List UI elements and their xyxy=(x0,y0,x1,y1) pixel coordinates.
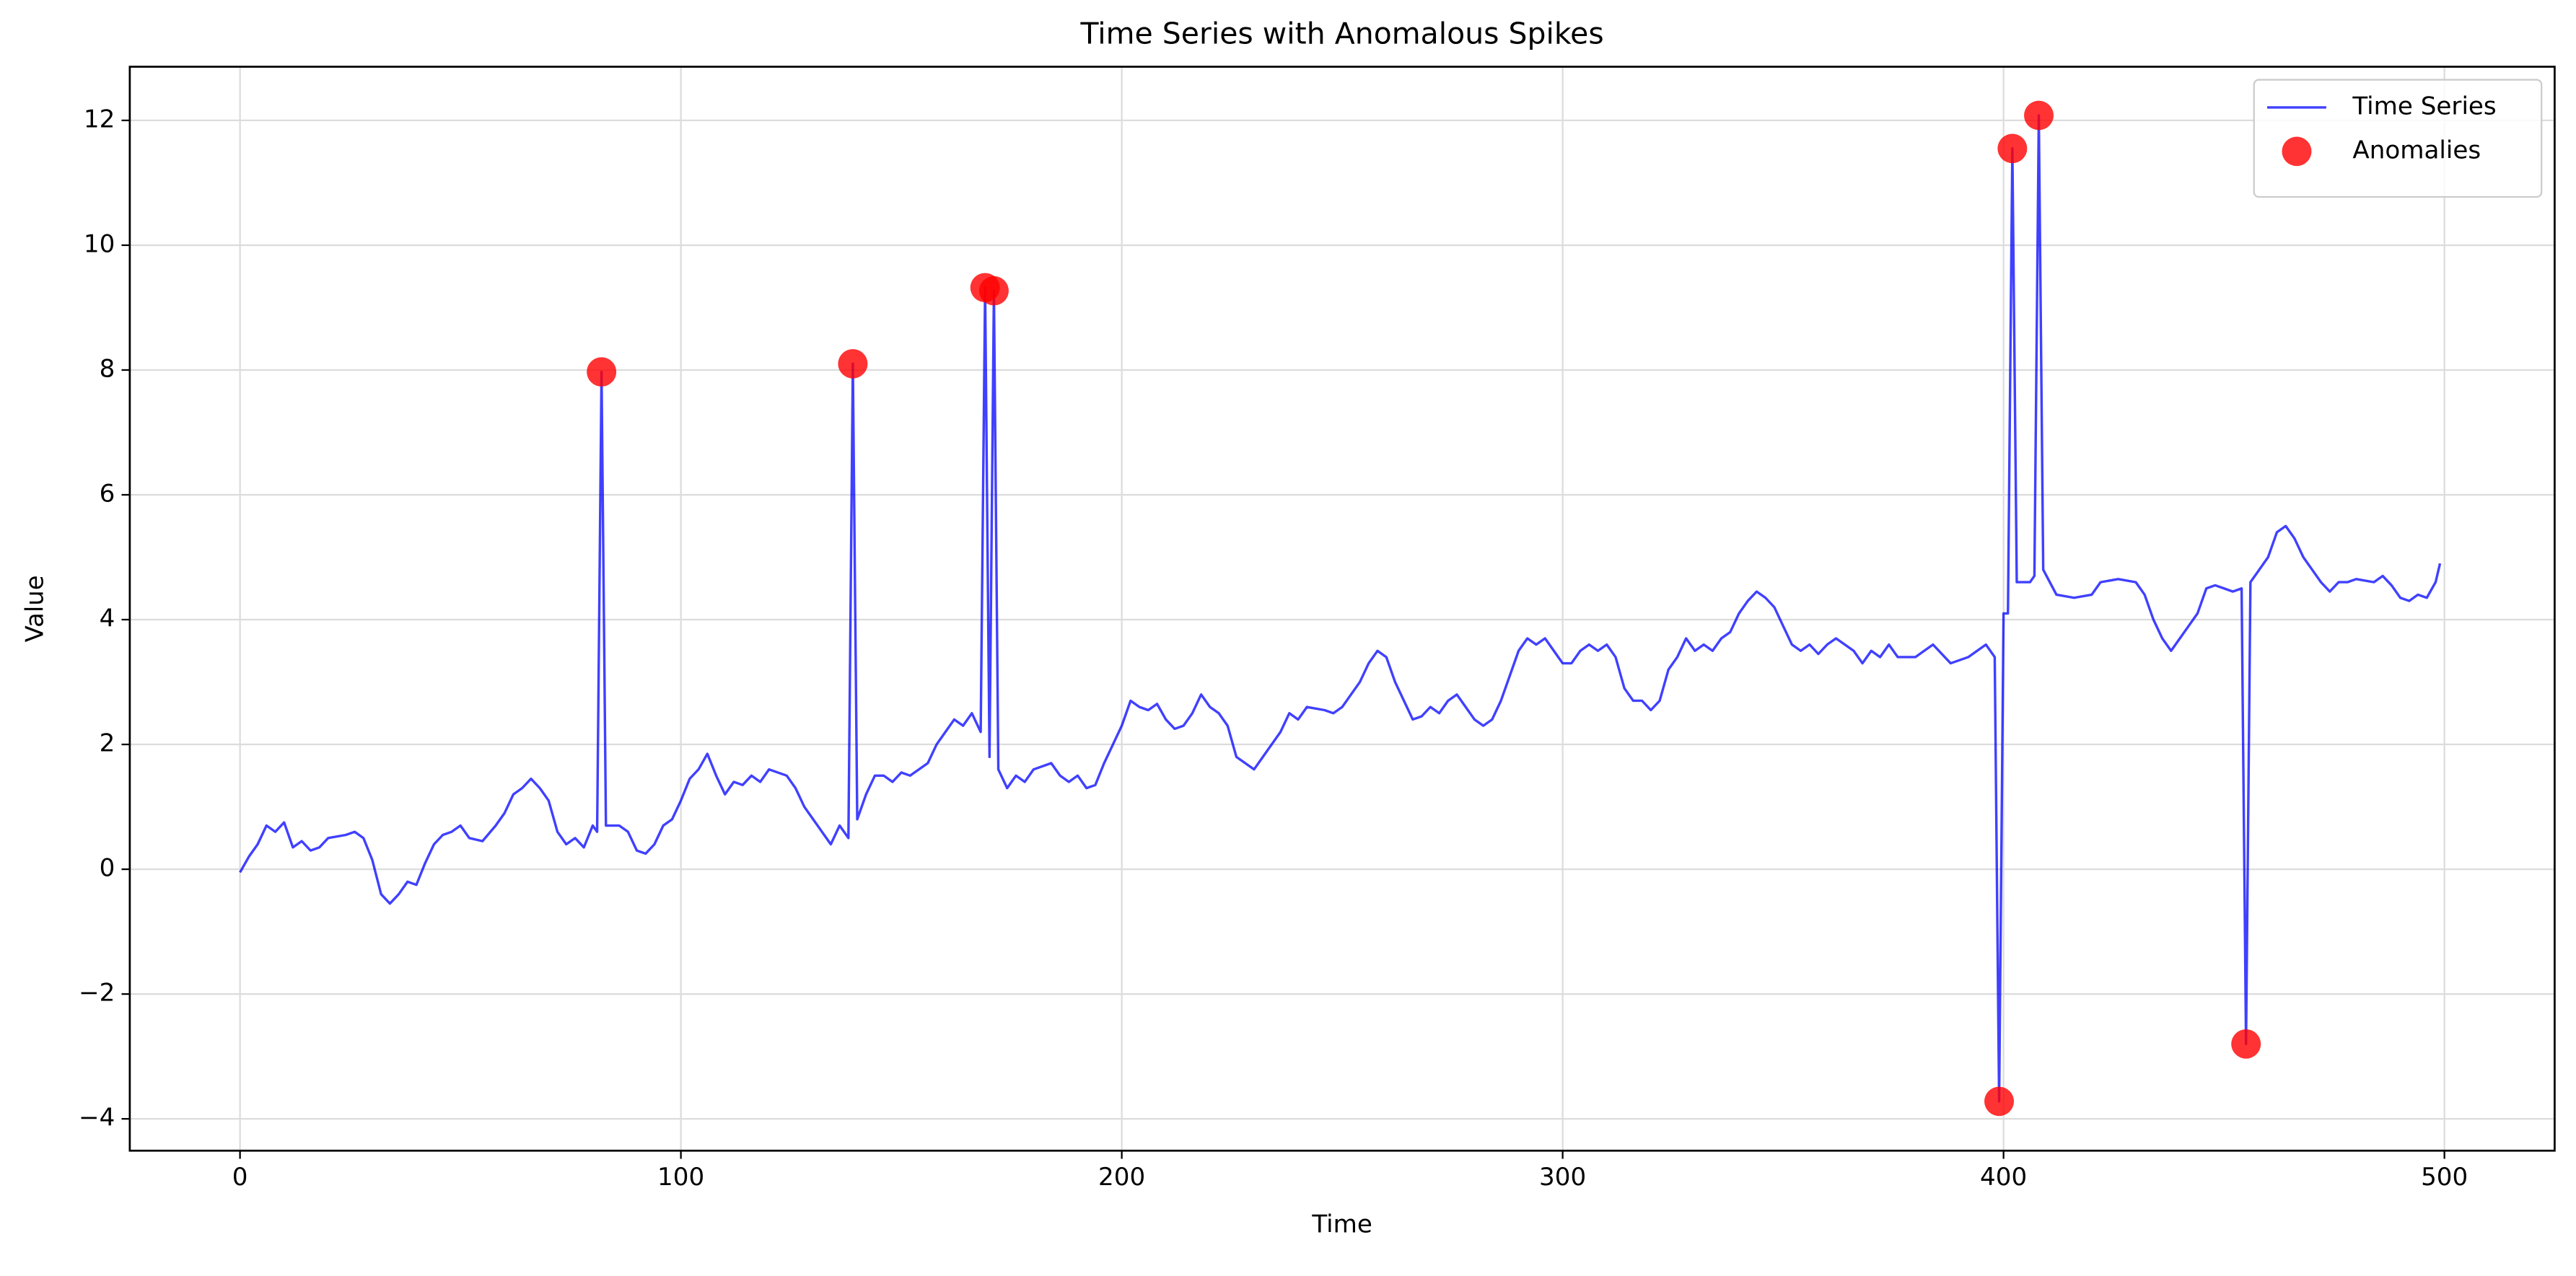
anomaly-point xyxy=(2231,1029,2261,1059)
anomaly-point xyxy=(587,357,617,387)
y-tick-label: −4 xyxy=(79,1104,115,1132)
x-tick-label: 200 xyxy=(1098,1163,1145,1192)
x-axis-label: Time xyxy=(1311,1210,1372,1239)
y-axis-label: Value xyxy=(20,575,49,642)
anomaly-point xyxy=(1997,133,2028,164)
x-tick-label: 400 xyxy=(1980,1163,2027,1192)
legend-label: Anomalies xyxy=(2352,136,2481,164)
anomaly-point xyxy=(2024,100,2054,131)
y-tick-label: 8 xyxy=(100,355,115,384)
x-tick-label: 100 xyxy=(657,1163,704,1192)
y-tick-label: 6 xyxy=(100,480,115,509)
y-tick-label: 0 xyxy=(100,854,115,883)
y-tick-label: −2 xyxy=(79,979,115,1008)
series-line xyxy=(239,114,2442,1103)
plot-frame xyxy=(128,66,2556,1152)
anomaly-point xyxy=(1984,1086,2015,1117)
x-tick-label: 300 xyxy=(1539,1163,1586,1192)
y-tick-label: 10 xyxy=(84,230,115,259)
y-tick-label: 12 xyxy=(84,105,115,134)
x-tick-label: 0 xyxy=(232,1163,248,1192)
y-tick-label: 2 xyxy=(100,729,115,758)
y-tick-label: 4 xyxy=(100,604,115,633)
chart-title: Time Series with Anomalous Spikes xyxy=(1080,17,1604,51)
legend-box xyxy=(2253,79,2543,198)
anomaly-point xyxy=(978,276,1009,306)
legend-marker xyxy=(2282,136,2312,167)
anomaly-point xyxy=(838,349,868,379)
legend-label: Time Series xyxy=(2352,92,2496,121)
x-tick-label: 500 xyxy=(2421,1163,2468,1192)
legend: Time Series Anomalies xyxy=(2253,79,2543,198)
